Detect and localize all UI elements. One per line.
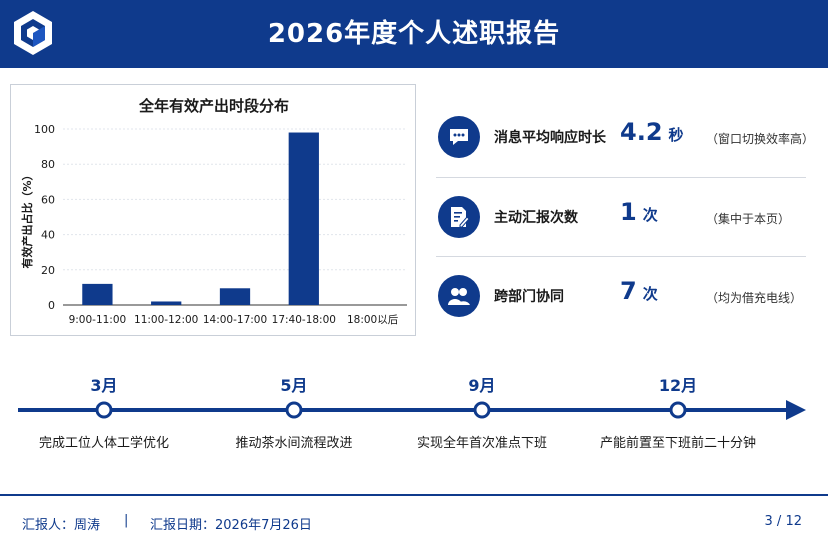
timeline-node <box>473 401 491 419</box>
timeline-text: 推动茶水间流程改进 <box>235 436 353 451</box>
timeline-text: 产能前置至下班前二十分钟 <box>599 436 756 451</box>
timeline-text: 完成工位人体工学优化 <box>38 436 169 451</box>
chart-ytick-label: 20 <box>41 264 55 277</box>
timeline-node <box>285 401 303 419</box>
metric-note: （集中于本页） <box>706 212 791 226</box>
chart-bar <box>151 301 182 305</box>
chart-bar <box>219 288 251 305</box>
chart-title: 全年有效产出时段分布 <box>138 97 289 115</box>
arrow-right-icon <box>786 400 806 420</box>
timeline-text: 实现全年首次准点下班 <box>416 436 547 451</box>
footer-separator: | <box>124 513 129 528</box>
metric-label: 消息平均响应时长 <box>494 130 606 146</box>
chat-bubble-icon <box>438 116 480 158</box>
timeline-node <box>95 401 113 419</box>
chart-ytick-label: 40 <box>41 229 55 242</box>
page-title: 2026年度个人述职报告 <box>267 19 561 49</box>
timeline-month: 3月 <box>90 376 118 395</box>
reporter-name: 汇报人：周涛 <box>22 518 101 533</box>
metric-value: 4.2 秒 <box>620 118 684 146</box>
metric-note: （窗口切换效率高） <box>706 132 815 146</box>
metric-note: （均为借充电线） <box>706 291 803 305</box>
metric-divider <box>436 256 806 257</box>
report-date: 汇报日期：2026年7月26日 <box>150 518 312 533</box>
page-number: 3 / 12 <box>764 514 802 529</box>
chart-xtick-label: 17:40-18:00 <box>272 314 336 326</box>
people-icon <box>438 275 480 317</box>
metric-response-time: 消息平均响应时长 4.2 秒 （窗口切换效率高） <box>436 98 814 176</box>
timeline-axis <box>18 400 806 420</box>
timeline-month: 5月 <box>280 376 308 395</box>
chart-bar <box>288 132 319 305</box>
chart-ytick-label: 60 <box>41 193 55 206</box>
bar-chart-panel: 全年有效产出时段分布 有效产出占比（%） 0 20 40 60 80 100 9:00-1… <box>10 84 416 336</box>
timeline: 3月 5月 9月 12月 完成工位人体工学优化 推动茶水间流程改进 实现全年首次… <box>0 360 828 460</box>
chart-xtick-label: 18:00以后 <box>347 314 398 326</box>
chart-ylabel: 有效产出占比（%） <box>20 169 34 268</box>
header-bar: 2026年度个人述职报告 <box>0 0 828 68</box>
document-pen-icon <box>438 196 480 238</box>
metric-label: 主动汇报次数 <box>494 210 578 226</box>
timeline-month: 12月 <box>658 376 698 395</box>
chart-ytick-label: 0 <box>48 299 55 312</box>
hexagon-logo-icon <box>14 11 52 55</box>
chart-ytick-label: 100 <box>34 123 55 136</box>
chart-bar <box>82 283 113 305</box>
metric-label: 跨部门协同 <box>494 289 564 305</box>
chart-xtick-label: 14:00-17:00 <box>203 314 267 326</box>
timeline-node <box>669 401 687 419</box>
chart-xtick-label: 11:00-12:00 <box>134 314 198 326</box>
bar-chart: 全年有效产出时段分布 有效产出占比（%） 0 20 40 60 80 100 9:00-1… <box>20 97 407 326</box>
metric-divider <box>436 177 806 178</box>
timeline-month: 9月 <box>468 376 496 395</box>
footer-divider <box>0 494 828 496</box>
chart-ytick-label: 80 <box>41 158 55 171</box>
chart-xtick-label: 9:00-11:00 <box>69 314 127 326</box>
footer: 汇报人：周涛 | 汇报日期：2026年7月26日 3 / 12 <box>0 496 828 552</box>
